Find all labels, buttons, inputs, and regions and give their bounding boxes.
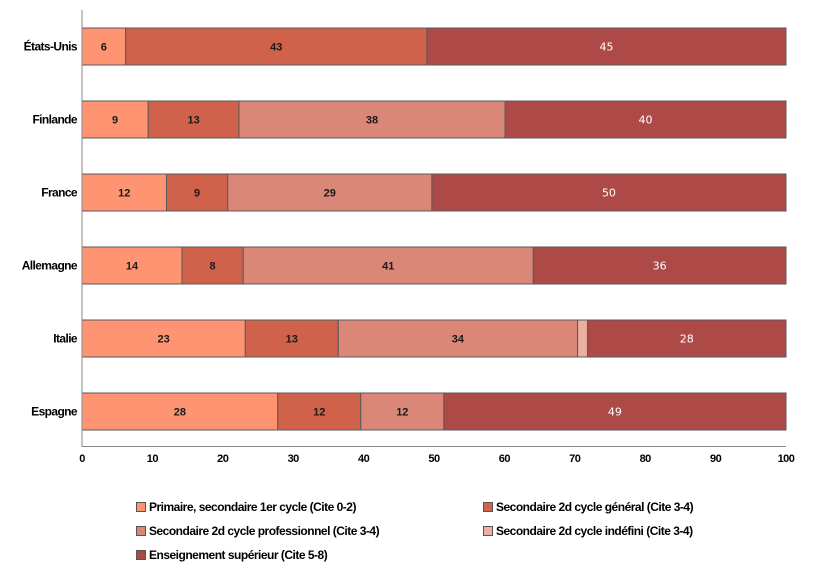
bar-segment bbox=[532, 246, 787, 285]
x-tick-label: 20 bbox=[217, 453, 229, 465]
data-label: 9 bbox=[112, 115, 118, 127]
data-label: 50 bbox=[602, 187, 616, 200]
data-label: 13 bbox=[286, 334, 298, 346]
data-label: 29 bbox=[324, 188, 336, 200]
data-label: 12 bbox=[118, 188, 130, 200]
bar-segment bbox=[165, 173, 229, 212]
legend-swatch bbox=[136, 502, 146, 512]
bar-segment bbox=[147, 100, 240, 139]
legend-swatch bbox=[483, 502, 493, 512]
data-label: 9 bbox=[194, 188, 200, 200]
category-label: Espagne bbox=[31, 405, 78, 419]
x-tick-label: 90 bbox=[710, 453, 722, 465]
category-labels-group: États-Unis Finlande France Allemagne Italie E… bbox=[22, 39, 79, 419]
x-tick-label: 10 bbox=[147, 453, 159, 465]
bar-segment bbox=[238, 100, 506, 139]
category-label: États-Unis bbox=[24, 39, 78, 54]
x-tick-label: 70 bbox=[569, 453, 581, 465]
x-tick-label: 80 bbox=[640, 453, 652, 465]
category-label: Finlande bbox=[32, 113, 77, 127]
x-tick-label: 30 bbox=[288, 453, 300, 465]
legend-label: Enseignement supérieur (Cite 5-8) bbox=[149, 548, 328, 562]
legend-swatch bbox=[136, 550, 146, 560]
bar-segment bbox=[586, 319, 787, 358]
bar-segment bbox=[431, 173, 787, 212]
legend-swatch bbox=[136, 526, 146, 536]
bar-segment bbox=[81, 246, 183, 285]
x-tick-label: 100 bbox=[778, 453, 795, 465]
bar-segment bbox=[426, 27, 787, 66]
data-label: 12 bbox=[313, 407, 325, 419]
data-label: 40 bbox=[639, 114, 653, 127]
data-label: 41 bbox=[382, 261, 394, 273]
bar-segment bbox=[242, 246, 534, 285]
bar-segment bbox=[227, 173, 433, 212]
legend-label: Secondaire 2d cycle professionnel (Cite … bbox=[149, 524, 380, 538]
x-tick-label: 0 bbox=[79, 453, 85, 465]
data-label: 13 bbox=[187, 115, 199, 127]
legend-item: Enseignement supérieur (Cite 5-8) bbox=[136, 548, 328, 562]
data-label: 14 bbox=[126, 261, 139, 273]
data-label: 8 bbox=[210, 261, 216, 273]
data-label: 36 bbox=[653, 260, 667, 273]
data-label: 49 bbox=[608, 406, 622, 419]
x-ticks-group: 0 10 20 30 40 50 60 70 80 90 100 bbox=[79, 453, 795, 465]
category-label: France bbox=[41, 186, 78, 200]
bar-segment bbox=[244, 319, 339, 358]
bar-segment bbox=[577, 319, 588, 358]
category-label: Italie bbox=[53, 332, 78, 346]
data-label: 45 bbox=[599, 41, 613, 54]
bar-segment bbox=[360, 392, 445, 431]
data-label: 23 bbox=[158, 334, 170, 346]
category-label: Allemagne bbox=[22, 259, 78, 273]
x-tick-label: 40 bbox=[358, 453, 370, 465]
bar-segment bbox=[81, 392, 279, 431]
segment-labels-group: 6 43 45 9 13 38 40 12 9 29 50 14 8 41 36 23 13 34 28 28 12 12… bbox=[101, 41, 694, 419]
legend-item: Primaire, secondaire 1er cycle (Cite 0-2… bbox=[136, 500, 356, 514]
legend-label: Secondaire 2d cycle indéfini (Cite 3-4) bbox=[496, 524, 693, 538]
data-label: 28 bbox=[680, 333, 694, 346]
bar-segment bbox=[277, 392, 362, 431]
bar-segment bbox=[337, 319, 579, 358]
bar-segment bbox=[181, 246, 244, 285]
data-label: 43 bbox=[270, 42, 282, 54]
legend-item: Secondaire 2d cycle professionnel (Cite … bbox=[136, 524, 380, 538]
legend-label: Secondaire 2d cycle général (Cite 3-4) bbox=[496, 500, 694, 514]
data-label: 12 bbox=[396, 407, 408, 419]
x-tick-label: 50 bbox=[428, 453, 440, 465]
bars-group bbox=[81, 27, 787, 431]
bar-segment bbox=[504, 100, 787, 139]
legend-item: Secondaire 2d cycle général (Cite 3-4) bbox=[483, 500, 694, 514]
legend-item: Secondaire 2d cycle indéfini (Cite 3-4) bbox=[483, 524, 693, 538]
bar-segment bbox=[443, 392, 787, 431]
data-label: 6 bbox=[101, 42, 107, 54]
data-label: 38 bbox=[366, 115, 378, 127]
bar-segment bbox=[125, 27, 428, 66]
data-label: 34 bbox=[452, 334, 465, 346]
legend-swatch bbox=[483, 526, 493, 536]
data-label: 28 bbox=[174, 407, 186, 419]
x-tick-label: 60 bbox=[499, 453, 511, 465]
legend-label: Primaire, secondaire 1er cycle (Cite 0-2… bbox=[149, 500, 356, 514]
